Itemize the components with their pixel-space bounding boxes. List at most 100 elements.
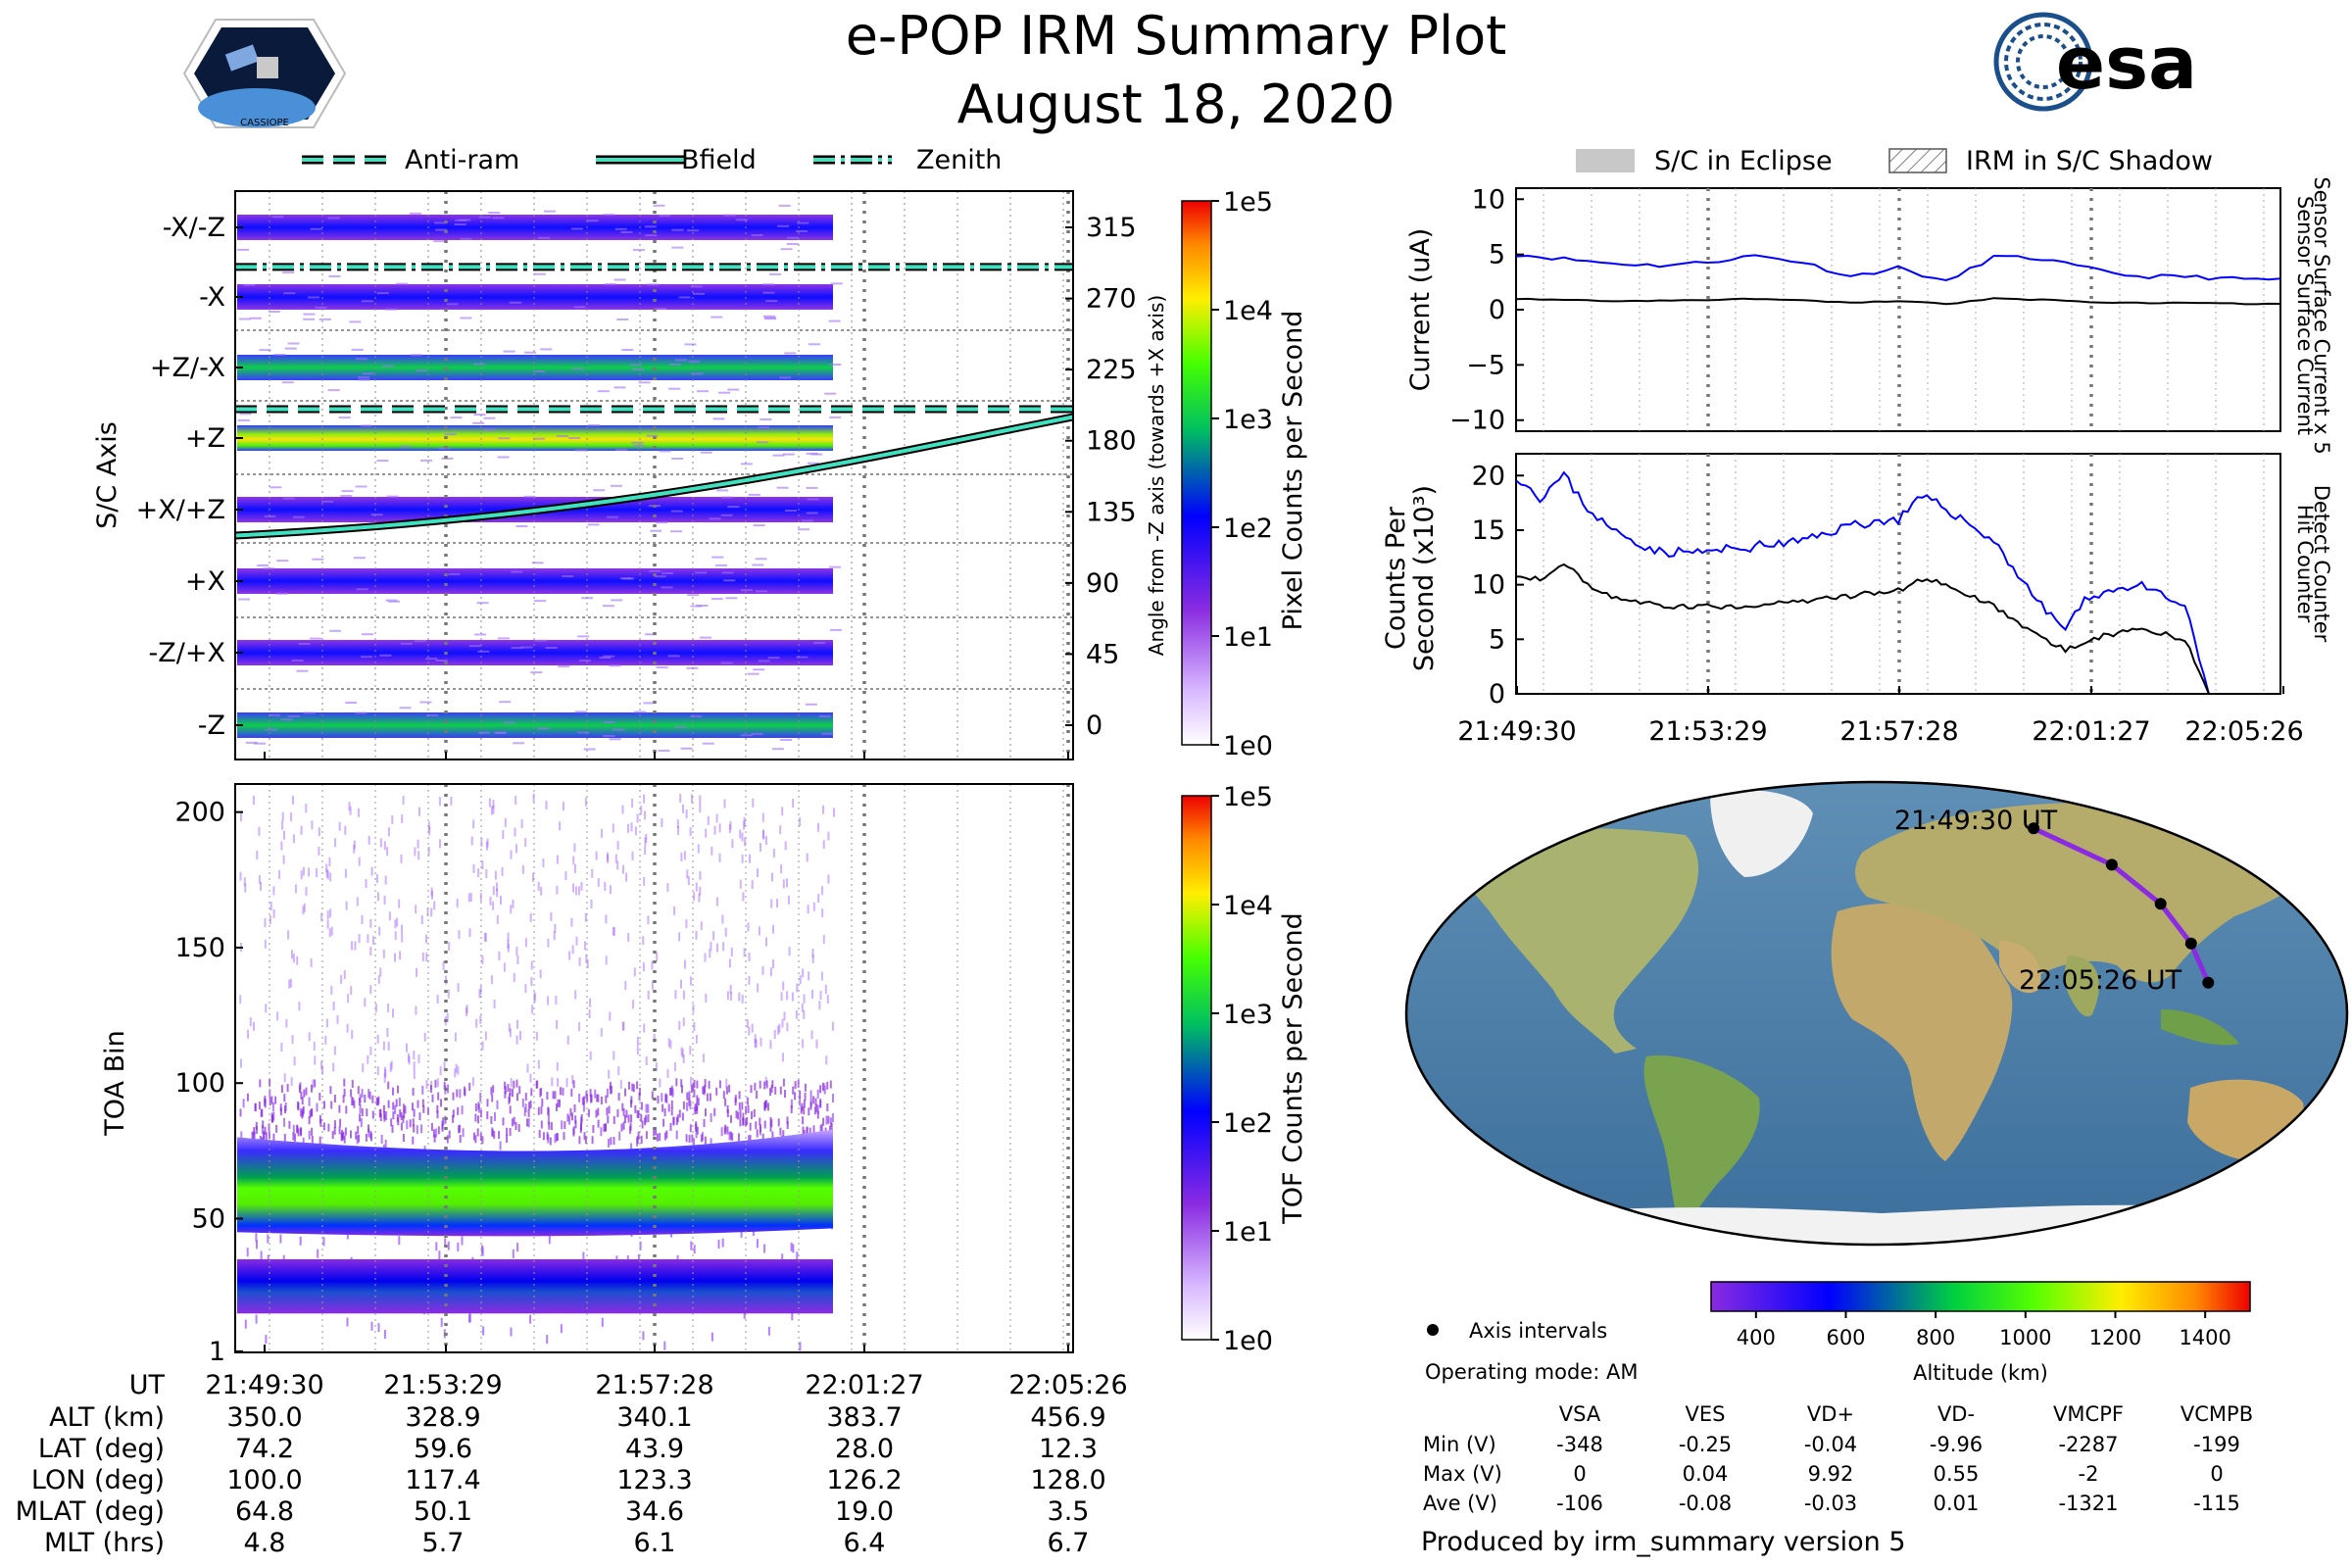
- toa-speckle: [328, 928, 331, 938]
- toa-fringe: [759, 1080, 761, 1089]
- toa-speckle: [780, 864, 783, 873]
- axis-speckle: [621, 349, 634, 351]
- toa-fringe: [803, 1100, 806, 1108]
- ephem-value: 59.6: [414, 1434, 472, 1464]
- axis-speckle: [426, 714, 438, 717]
- toa-fringe: [630, 1114, 633, 1123]
- toa-speckle: [496, 888, 499, 898]
- track-end-label: 22:05:26 UT: [2019, 965, 2182, 996]
- toa-speckle: [485, 841, 488, 851]
- axis-speckle: [829, 565, 841, 568]
- axis-speckle: [778, 204, 791, 207]
- toa-speckle: [524, 838, 527, 848]
- toa-speckle: [756, 1239, 759, 1249]
- toa-speckle: [264, 939, 267, 949]
- mission-logo-text: CASSIOPE: [240, 118, 289, 128]
- toa-speckle: [484, 933, 487, 942]
- current-ytick-label: −10: [1449, 406, 1505, 436]
- axis-speckle: [410, 354, 422, 357]
- toa-fringe: [514, 1122, 517, 1130]
- toa-speckle: [771, 872, 773, 882]
- axis-speckle: [395, 282, 408, 285]
- axis-speckle: [360, 424, 372, 427]
- altitude-tick-label: 1200: [2089, 1326, 2141, 1349]
- axis-speckle: [273, 354, 286, 356]
- toa-speckle: [378, 926, 381, 936]
- axis-speckle: [435, 228, 448, 231]
- axis-speckle: [667, 655, 680, 658]
- toa-speckle: [807, 905, 809, 914]
- page-date: August 18, 2020: [957, 74, 1396, 135]
- toa-fringe: [689, 1124, 692, 1133]
- axis-yticks: -X/-Z-X+Z/-X+Z+X/+Z+X-Z/+X-Z: [136, 213, 243, 741]
- toa-speckle: [532, 793, 535, 803]
- axis-speckle: [303, 318, 316, 320]
- toa-fringe: [365, 1133, 368, 1142]
- axis-speckle: [690, 715, 703, 717]
- toa-fringe: [379, 1113, 382, 1121]
- counts-grid: [1543, 454, 2265, 694]
- axis-speckle: [806, 512, 818, 514]
- toa-fringe: [631, 1083, 634, 1092]
- toa-speckle: [456, 899, 459, 908]
- toa-fringe: [620, 1123, 623, 1132]
- toa-fringe: [767, 1102, 769, 1111]
- toa-speckle: [310, 957, 313, 967]
- toa-speckle: [481, 1245, 483, 1254]
- toa-fringe: [270, 1096, 273, 1104]
- axis-speckle: [772, 454, 785, 457]
- toa-speckle: [415, 1005, 417, 1015]
- toa-fringe: [655, 1127, 658, 1136]
- toa-speckle: [695, 930, 698, 940]
- toa-speckle: [537, 881, 540, 891]
- toa-fringe: [744, 1118, 747, 1127]
- toa-speckle: [673, 1062, 676, 1071]
- axis-speckle: [597, 390, 610, 393]
- toa-speckle: [498, 951, 501, 960]
- toa-fringe: [688, 1091, 691, 1100]
- toa-fringe: [310, 1108, 313, 1117]
- axis-right-label: Angle from -Z axis (towards +X axis): [1145, 295, 1168, 656]
- axis-speckle: [668, 364, 681, 366]
- toa-speckle: [561, 1120, 564, 1130]
- toa-speckle: [282, 855, 285, 864]
- axis-speckle: [376, 292, 389, 295]
- toa-fringe: [675, 1078, 678, 1087]
- toa-fringe: [729, 1131, 732, 1140]
- axis-speckle: [686, 666, 699, 669]
- toa-fringe: [506, 1127, 509, 1136]
- axis-speckle: [399, 445, 412, 448]
- axis-speckle: [671, 458, 684, 460]
- toa-speckle: [681, 1049, 684, 1058]
- toa-speckle: [325, 868, 328, 878]
- toa-fringe: [300, 1108, 303, 1117]
- axis-speckle: [483, 416, 496, 419]
- toa-speckle: [612, 1051, 615, 1060]
- toa-fringe: [726, 1126, 729, 1135]
- toa-fringe: [830, 1122, 833, 1131]
- toa-speckle: [326, 910, 329, 920]
- colorbar-tick-label: 1e0: [1223, 731, 1273, 761]
- toa-speckle: [357, 808, 360, 817]
- voltage-value: -2: [2079, 1462, 2099, 1486]
- toa-speckle: [796, 983, 799, 993]
- toa-speckle: [253, 795, 255, 805]
- header: CASSIOPE e-POP IRM Summary Plot August 1…: [182, 5, 2197, 135]
- toa-fringe: [706, 1093, 709, 1102]
- toa-fringe: [637, 1131, 640, 1140]
- toa-fringe: [794, 1081, 797, 1090]
- toa-speckle: [326, 870, 329, 880]
- axis-speckle: [710, 598, 723, 601]
- toa-speckle: [481, 860, 484, 870]
- toa-speckle: [551, 1077, 554, 1087]
- toa-speckle: [514, 796, 517, 806]
- toa-speckle: [288, 979, 291, 989]
- toa-fringe: [554, 1091, 557, 1100]
- toa-speckle: [466, 1006, 468, 1016]
- toa-fringe: [416, 1100, 419, 1108]
- ephem-time: 22:01:27: [805, 1370, 923, 1400]
- toa-speckle: [757, 868, 759, 878]
- toa-speckle: [479, 1093, 482, 1102]
- toa-fringe: [552, 1091, 555, 1100]
